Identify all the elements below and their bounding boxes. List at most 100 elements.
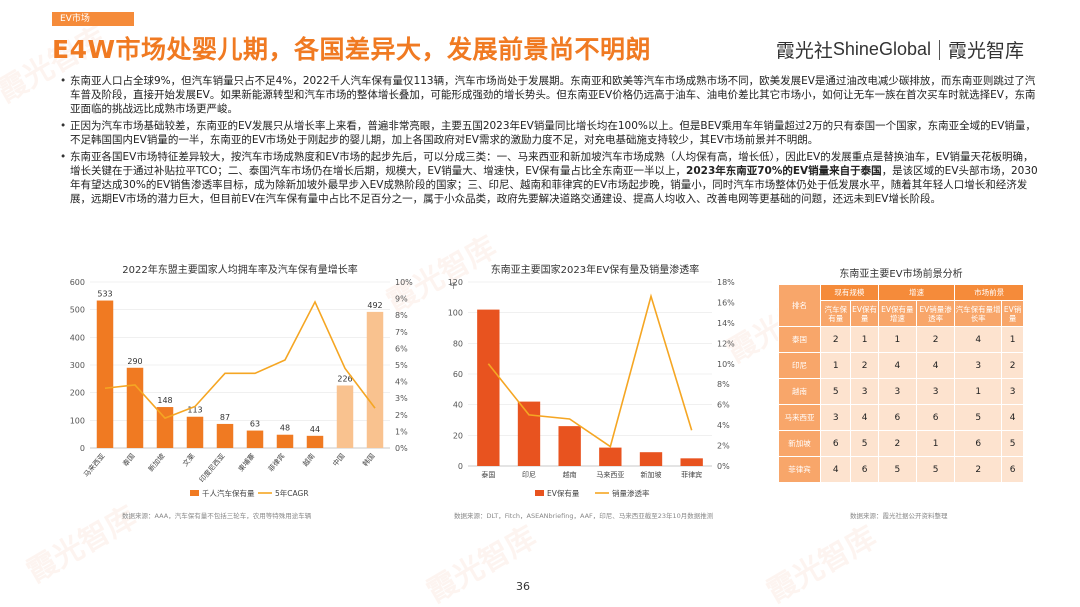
y2-tick-label: 10%	[395, 278, 413, 287]
col-header: 汽车保有量	[819, 300, 852, 327]
chart-source: 数据来源：DLT，Fitch，ASEANbriefing，AAF，印尼、马来西亚…	[454, 512, 714, 520]
bar-value-label: 533	[97, 290, 112, 299]
row-header: 菲律宾	[778, 456, 821, 483]
y-tick-label: 80	[453, 339, 463, 348]
bullet-text: 东南亚各国EV市场特征差异较大，按汽车市场成熟度和EV市场的起步先后，可以分成三…	[70, 151, 1034, 177]
chart-title: 东南亚主要国家2023年EV保有量及销量渗透率	[490, 265, 700, 276]
x-tick-label: 越南	[563, 470, 577, 479]
table-cell: 5	[850, 430, 879, 457]
bullet-item: 正因为汽车市场基础较差，东南亚的EV发展只从增长率上来看，普遍非常亮眼，主要五国…	[60, 119, 1040, 147]
y-tick-label: 0	[80, 444, 85, 453]
table-cell: 6	[819, 430, 852, 457]
bar	[366, 311, 384, 448]
table-cell: 4	[819, 456, 852, 483]
x-tick-label: 新加坡	[641, 470, 662, 479]
bullet-list: 东南亚人口占全球9%，但汽车销量只占不足4%，2022千人汽车保有量仅113辆，…	[60, 74, 1040, 209]
bullet-item: 东南亚人口占全球9%，但汽车销量只占不足4%，2022千人汽车保有量仅113辆，…	[60, 74, 1040, 116]
chart-ownership-svg: 0 100 200 300 400 500 600 0% 1% 2% 3% 4% 5% 6% 7% 8% 9% 1…	[70, 278, 413, 498]
table-cell: 3	[915, 378, 956, 405]
bar-value-label: 290	[127, 357, 142, 366]
table-row: 印尼 1 2 4 4 3 2	[778, 352, 1024, 379]
table-title: 东南亚主要EV市场前景分析	[839, 269, 963, 280]
bar-value-label: 492	[367, 301, 382, 310]
y2-tick-label: 9%	[395, 295, 408, 304]
brand-divider	[938, 39, 940, 60]
table-row: 菲律宾 4 6 5 5 2 6	[778, 456, 1024, 483]
table-cell: 4	[877, 352, 918, 379]
col-header: EV保有量增速	[877, 300, 918, 327]
table-cell: 4	[1001, 404, 1024, 431]
chart-ev-stock-svg: 0 20 40 60 80 100 120 0% 2% 4% 6% 8% 10% 12% 14% 16% 18%…	[448, 278, 735, 498]
bar	[477, 309, 500, 466]
x-tick-label: 新加坡	[146, 452, 166, 474]
table-cell: 4	[850, 404, 879, 431]
table-cell: 5	[915, 456, 956, 483]
legend-label: 5年CAGR	[275, 488, 309, 498]
bar	[216, 423, 234, 448]
table-cell: 2	[1001, 352, 1024, 379]
brand-cn-2: 霞光智库	[947, 40, 1024, 62]
bar	[156, 407, 174, 448]
legend-swatch-bar	[535, 490, 544, 496]
table-row: 马来西亚 3 4 6 6 5 4	[778, 404, 1024, 431]
col-header: EV销量	[1001, 300, 1024, 327]
y-tick-label: 40	[453, 401, 463, 410]
y2-tick-label: 2%	[717, 442, 730, 451]
group-header: 市场前景	[954, 284, 1024, 301]
table-cell: 1	[819, 352, 852, 379]
chart-ev-stock: 东南亚主要国家2023年EV保有量及销量渗透率 0 20 40 60 80 100 120 0…	[440, 258, 750, 558]
bullet-text: 正因为汽车市场基础较差，东南亚的EV发展只从增长率上来看，普遍非常亮眼，主要五国…	[70, 120, 1036, 146]
bar-value-label: 226	[337, 374, 352, 383]
y2-tick-label: 4%	[395, 378, 408, 387]
bar	[126, 367, 144, 448]
y2-tick-label: 0%	[395, 444, 408, 453]
bar-value-label: 48	[280, 424, 290, 433]
y2-tick-label: 4%	[717, 421, 730, 430]
col-header: 汽车保有量增长率	[954, 300, 1003, 327]
chart-title: 2022年东盟主要国家人均拥车率及汽车保有量增长率	[122, 265, 358, 276]
y2-tick-label: 7%	[395, 328, 408, 337]
brand-en: ShineGlobal	[832, 39, 931, 59]
watermark: 霞光智库	[761, 519, 883, 607]
legend-label: 销量渗透率	[612, 488, 650, 498]
table-cell: 5	[1001, 430, 1024, 457]
chart-source: 数据来源：AAA，汽车保有量不包括三轮车，农用等特殊用途车辆	[122, 512, 312, 520]
bar	[599, 447, 622, 466]
group-header: 增速	[877, 284, 956, 301]
bar-value-label: 148	[157, 396, 172, 405]
bar-value-label: 87	[220, 413, 230, 422]
table-cell: 6	[850, 456, 879, 483]
table-cell: 3	[819, 404, 852, 431]
x-tick-label: 韩国	[361, 452, 377, 469]
table-cell: 4	[915, 352, 956, 379]
row-header: 泰国	[778, 326, 821, 353]
table-cell: 5	[819, 378, 852, 405]
y2-tick-label: 12%	[717, 339, 735, 348]
bar-value-label: 113	[187, 406, 202, 415]
bar	[186, 416, 204, 448]
table-cell: 4	[954, 326, 1003, 353]
section-tag: EV市场	[52, 12, 134, 26]
table-cell: 2	[819, 326, 852, 353]
y2-tick-label: 16%	[717, 298, 735, 307]
table-cell: 5	[877, 456, 918, 483]
table-cell: 2	[915, 326, 956, 353]
bar	[96, 300, 114, 448]
table-row: 泰国 2 1 1 2 4 1	[778, 326, 1024, 353]
bar	[558, 426, 581, 466]
table-cell: 2	[877, 430, 918, 457]
series-line	[104, 300, 376, 420]
bar	[276, 434, 294, 448]
table-cell: 3	[850, 378, 879, 405]
page-number: 36	[516, 580, 530, 593]
y2-tick-label: 1%	[395, 427, 408, 436]
x-tick-label: 菲律宾	[681, 470, 702, 479]
x-tick-label: 泰国	[121, 452, 137, 469]
y-tick-label: 400	[70, 333, 85, 342]
bullet-item: 东南亚各国EV市场特征差异较大，按汽车市场成熟度和EV市场的起步先后，可以分成三…	[60, 150, 1040, 206]
row-header: 新加坡	[778, 430, 821, 457]
y2-tick-label: 6%	[717, 401, 730, 410]
y2-tick-label: 0%	[717, 462, 730, 471]
legend-label: EV保有量	[547, 488, 580, 498]
y2-tick-label: 6%	[395, 344, 408, 353]
